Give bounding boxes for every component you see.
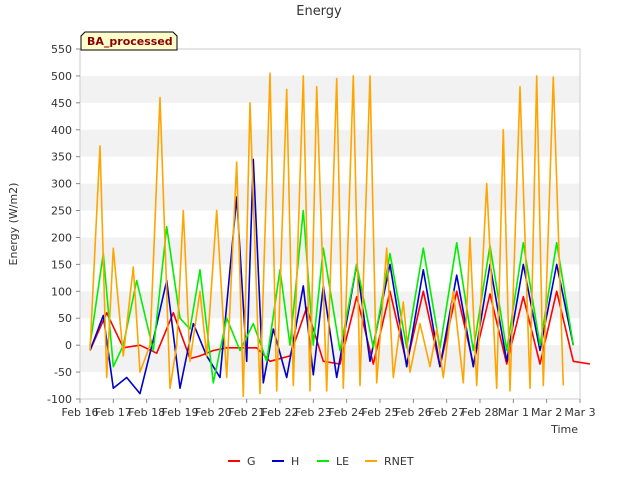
y-tick-label: 50 (58, 312, 72, 325)
y-axis-ticks: -100 -50 0 50 100 150 200 250 300 350 400 450 500 550 (47, 43, 80, 406)
x-tick-label: Feb 19 (162, 406, 199, 419)
y-tick-label: 550 (51, 43, 72, 56)
y-tick-label: 500 (51, 70, 72, 83)
series-layer (89, 72, 591, 398)
x-tick-label: Feb 18 (128, 406, 165, 419)
x-tick-label: Feb 20 (195, 406, 232, 419)
x-tick-label: Feb 27 (428, 406, 465, 419)
grid-band (80, 237, 580, 265)
y-tick-label: 200 (51, 231, 72, 244)
grid-band (80, 75, 580, 103)
x-tick-label: Feb 28 (462, 406, 499, 419)
y-tick-label: 400 (51, 124, 72, 137)
x-tick-label: Feb 17 (95, 406, 132, 419)
x-tick-label: Feb 24 (328, 406, 365, 419)
x-tick-label: Mar 1 (498, 406, 529, 419)
legend-label-g: G (247, 455, 256, 468)
y-tick-label: 150 (51, 258, 72, 271)
x-tick-label: Feb 21 (228, 406, 265, 419)
y-tick-label: 450 (51, 97, 72, 110)
x-tick-label: Feb 25 (362, 406, 399, 419)
y-tick-label: 0 (65, 339, 72, 352)
series-line-g (89, 290, 591, 368)
plot-frame (79, 48, 581, 400)
y-tick-label: -100 (47, 393, 72, 406)
legend-label-h: H (291, 455, 299, 468)
y-tick-label: 300 (51, 178, 72, 191)
x-tick-label: Feb 22 (262, 406, 299, 419)
y-tick-label: -50 (54, 366, 72, 379)
x-axis-title: Time (550, 423, 578, 436)
chart-title: Energy (296, 4, 342, 19)
legend-label-rnet: RNET (384, 455, 414, 468)
y-tick-label: 350 (51, 151, 72, 164)
y-tick-label: 100 (51, 285, 72, 298)
x-tick-label: Mar 2 (531, 406, 562, 419)
processed-tag: BA_processed (80, 31, 178, 51)
grid-band (80, 129, 580, 157)
legend-label-le: LE (336, 455, 349, 468)
plot-background (80, 49, 580, 399)
x-tick-label: Mar 3 (564, 406, 595, 419)
legend: G H LE RNET (228, 455, 414, 468)
x-tick-label: Feb 16 (62, 406, 99, 419)
series-line-rnet (89, 72, 565, 398)
x-tick-label: Feb 23 (295, 406, 332, 419)
y-tick-label: 250 (51, 205, 72, 218)
processed-tag-box (80, 31, 178, 51)
processed-tag-label: BA_processed (87, 35, 173, 48)
y-axis-title: Energy (W/m2) (7, 183, 20, 266)
x-tick-label: Feb 26 (395, 406, 432, 419)
series-line-le (89, 209, 575, 384)
